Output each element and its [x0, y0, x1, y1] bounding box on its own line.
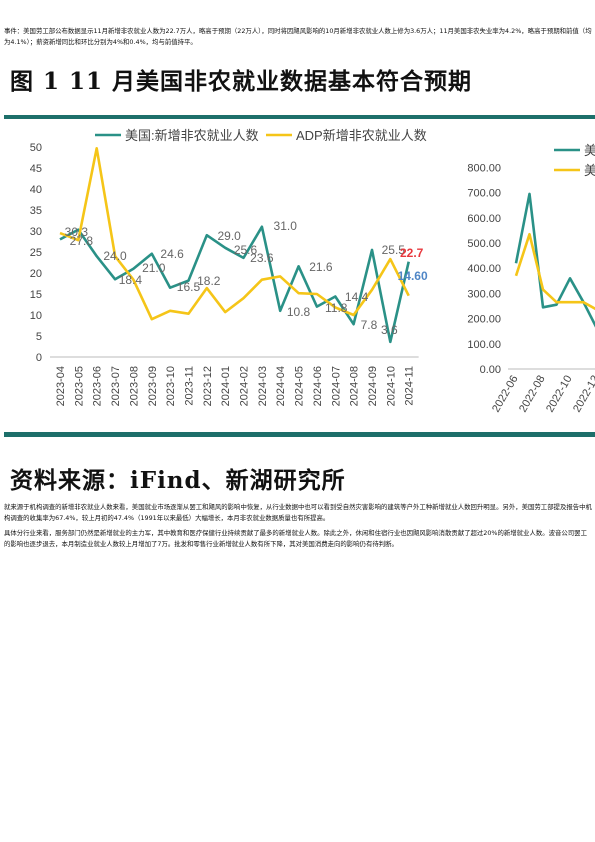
- body-paragraph: 就来源于机构调查的新增非农就业人数来看，美国就业市场逐渐从罢工和飓风的影响中恢复…: [4, 503, 592, 522]
- series-line: [59, 225, 410, 344]
- data-label: 30.3: [65, 225, 89, 239]
- x-tick-label: 2024-10: [385, 366, 397, 406]
- y-tick-label: 500.00: [467, 238, 501, 250]
- x-tick-label: 2023-08: [128, 366, 140, 406]
- right-chart: 0.00 100.00 200.00 300.00 400.00 500.00 600.00…: [467, 143, 595, 414]
- data-label: 10.8: [287, 305, 311, 319]
- figure-title: 图 1 11 月美国非农就业数据基本符合预期: [10, 68, 473, 95]
- data-label: 14.60: [398, 269, 428, 283]
- x-tick-label: 2023-11: [183, 366, 195, 406]
- y-tick-label: 15: [30, 289, 42, 301]
- x-tick-label: 2024-06: [312, 366, 324, 406]
- y-tick-label: 600.00: [467, 213, 501, 225]
- x-tick-label: 2023-04: [55, 366, 67, 406]
- x-tick-label: 2023-06: [92, 366, 104, 406]
- data-label: 11.8: [325, 301, 348, 315]
- y-tick-label: 25: [30, 247, 42, 259]
- data-label: 22.7: [400, 246, 424, 260]
- x-tick-label: 2022-12: [571, 374, 595, 415]
- legend-label: 美国:新增非农就业人数: [125, 128, 259, 143]
- x-tick-label: 2024-03: [257, 366, 269, 406]
- legend-label: ADP新增非农就业人数: [296, 128, 427, 143]
- y-tick-label: 400.00: [467, 263, 501, 275]
- series-line: [59, 147, 410, 321]
- x-tick-label: 2024-07: [330, 366, 342, 406]
- data-label: 23.6: [250, 251, 274, 265]
- y-tick-label: 100.00: [467, 339, 501, 351]
- x-tick-label: 2024-05: [294, 366, 306, 406]
- x-tick-label: 2024-04: [275, 366, 287, 406]
- y-tick-label: 50: [30, 142, 42, 154]
- y-tick-label: 20: [30, 268, 42, 280]
- y-tick-label: 30: [30, 226, 42, 238]
- y-tick-label: 40: [30, 184, 42, 196]
- y-tick-label: 700.00: [467, 188, 501, 200]
- x-tick-label: 2023-10: [165, 366, 177, 406]
- x-tick-label: 2024-11: [404, 366, 416, 406]
- series-line: [514, 192, 595, 328]
- y-tick-label: 300.00: [467, 288, 501, 300]
- data-label: 18.2: [197, 274, 221, 288]
- data-label: 16.5: [177, 280, 201, 294]
- data-label: 7.8: [361, 318, 378, 332]
- employment-chart: 0 5 10 15 20 25 30 35 40 45 50 2023-04 2023-05 2023-0…: [30, 128, 595, 414]
- y-tick-label: 35: [30, 205, 42, 217]
- y-tick-label: 0.00: [480, 364, 501, 376]
- x-tick-label: 2024-02: [239, 366, 251, 406]
- data-label: 21.6: [309, 260, 333, 274]
- left-chart: 0 5 10 15 20 25 30 35 40 45 50 2023-04 2023-05 2023-0…: [30, 128, 428, 406]
- figure-top-rule: [4, 115, 595, 119]
- x-tick-label: 2024-08: [349, 366, 361, 406]
- x-tick-label: 2023-09: [147, 366, 159, 406]
- legend-label: 美: [584, 163, 595, 178]
- data-label: 24.0: [103, 249, 127, 263]
- y-tick-label: 800.00: [467, 162, 501, 174]
- x-tick-label: 2023-07: [110, 366, 122, 406]
- data-label: 3.6: [381, 323, 398, 337]
- y-tick-label: 10: [30, 310, 42, 322]
- data-label: 25.5: [382, 243, 406, 257]
- y-tick-label: 45: [30, 163, 42, 175]
- source-note: 资料来源：iFind、新湖研究所: [10, 467, 346, 494]
- x-tick-label: 2023-05: [73, 366, 85, 406]
- y-tick-label: 200.00: [467, 314, 501, 326]
- data-label: 14.4: [345, 290, 369, 304]
- data-label: 27.8: [70, 234, 94, 248]
- legend-label: 美: [584, 143, 595, 158]
- y-tick-label: 0: [36, 352, 42, 364]
- y-tick-label: 5: [36, 331, 42, 343]
- data-label: 29.0: [217, 229, 241, 243]
- data-label: 18.4: [119, 273, 143, 287]
- x-tick-label: 2023-12: [202, 366, 214, 406]
- data-label: 24.6: [160, 247, 184, 261]
- data-label: 31.0: [274, 219, 298, 233]
- x-tick-label: 2024-01: [220, 366, 232, 406]
- intro-paragraph: 事件：美国劳工部公布数据显示11月新增非农就业人数为22.7万人，略高于预期（2…: [4, 27, 592, 46]
- series-line: [514, 232, 595, 311]
- x-tick-label: 2024-09: [367, 366, 379, 406]
- data-label: 25.6: [234, 243, 258, 257]
- data-label: 21.0: [142, 261, 166, 275]
- body-paragraph: 具体分行业来看，服务部门仍然是新增就业的主力军，其中教育和医疗保健行业持续贡献了…: [4, 529, 587, 548]
- figure-bottom-rule: [4, 432, 595, 437]
